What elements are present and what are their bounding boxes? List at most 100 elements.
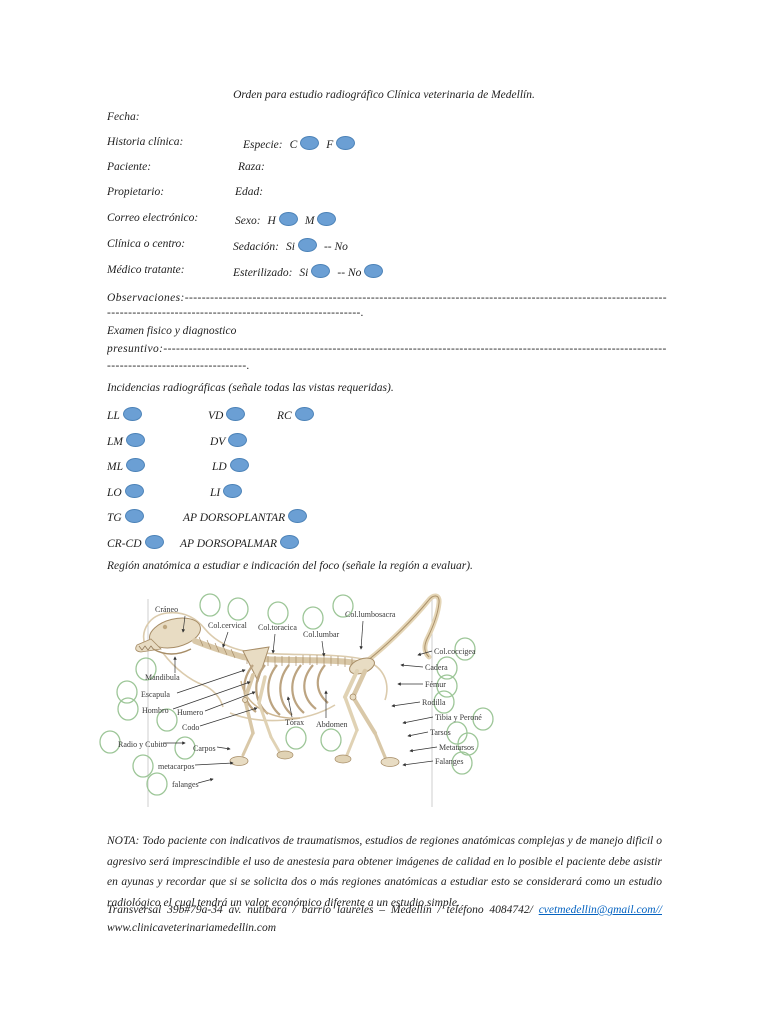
anatomy-label: Falanges xyxy=(435,757,463,766)
email-link[interactable]: cvetmedellin@gmail.com// xyxy=(538,904,662,916)
observaciones-line1: Observaciones:--------------------------… xyxy=(107,292,667,304)
region-circle[interactable] xyxy=(117,697,139,721)
anatomy-label-arrow xyxy=(176,669,246,694)
region-circle[interactable] xyxy=(320,728,342,752)
incidence-option: LL xyxy=(107,407,142,422)
footer-address: Transversal 39b#79a-34 av. nutibara / ba… xyxy=(107,904,539,916)
incidence-option: AP DORSOPLANTAR xyxy=(183,509,308,524)
incidence-oval-CR-CD[interactable] xyxy=(144,535,164,549)
incidence-row: ML LD xyxy=(0,458,768,476)
examen-heading-line1: Examen fisico y diagnostico xyxy=(107,325,237,337)
region-circle[interactable] xyxy=(267,601,289,625)
region-circle[interactable] xyxy=(99,730,121,754)
incidence-row: TG AP DORSOPLANTAR xyxy=(0,509,768,527)
incidence-oval-APDORSOPLANTAR[interactable] xyxy=(288,509,308,523)
region-circle[interactable] xyxy=(116,680,138,704)
incidence-oval-DV[interactable] xyxy=(228,433,248,447)
region-circle[interactable] xyxy=(174,736,196,760)
nota-paragraph: NOTA: Todo paciente con indicativos de t… xyxy=(107,835,662,909)
region-circle[interactable] xyxy=(454,637,476,661)
anatomy-label-arrow xyxy=(216,746,231,751)
incidence-oval-TG[interactable] xyxy=(124,509,144,523)
option-oval-Si[interactable] xyxy=(311,264,331,278)
anatomy-label: Radio y Cubito xyxy=(118,740,167,749)
incidence-oval-VD[interactable] xyxy=(226,407,246,421)
incidence-oval-APDORSOPALMAR[interactable] xyxy=(280,535,299,549)
option-oval-M[interactable] xyxy=(317,212,337,226)
incidence-oval-RC[interactable] xyxy=(294,407,314,421)
region-circle[interactable] xyxy=(135,657,157,681)
anatomy-label-arrow xyxy=(402,760,434,767)
option-oval-C[interactable] xyxy=(300,136,320,150)
incidence-oval-ML[interactable] xyxy=(125,458,145,472)
incidence-option: LD xyxy=(212,458,249,473)
field-label-right: Especie: C F xyxy=(243,136,356,151)
region-circle[interactable] xyxy=(285,726,307,750)
anatomy-label: Tórax xyxy=(285,718,304,727)
region-circle[interactable] xyxy=(132,754,154,778)
anatomy-label: Rodilla xyxy=(422,698,446,707)
option: -- No xyxy=(337,264,384,279)
examen-line2: presuntivo:-----------------------------… xyxy=(107,343,667,355)
region-circle[interactable] xyxy=(227,597,249,621)
incidence-oval-LL[interactable] xyxy=(122,407,142,421)
anatomy-label: Cráneo xyxy=(155,605,178,614)
incidence-row: LL VD RC xyxy=(0,407,768,425)
incidence-option: LI xyxy=(210,484,243,499)
incidence-option: AP DORSOPALMAR xyxy=(180,535,299,550)
anatomy-label: Col.toracica xyxy=(258,623,297,632)
incidence-option: DV xyxy=(210,433,248,448)
field-label-right: Edad: xyxy=(235,186,264,198)
region-circle[interactable] xyxy=(302,606,324,630)
anatomy-label-arrow xyxy=(359,620,364,650)
incidence-oval-LI[interactable] xyxy=(223,484,243,498)
region-heading: Región anatómica a estudiar e indicación… xyxy=(107,560,473,572)
option: -- No xyxy=(323,241,348,253)
incidence-row: LO LI xyxy=(0,484,768,502)
option-oval-H[interactable] xyxy=(278,212,298,226)
region-circle[interactable] xyxy=(156,708,178,732)
field-label: Fecha: xyxy=(107,111,140,123)
anatomy-label-arrow xyxy=(222,631,229,648)
anatomy-label: metacarpos xyxy=(158,762,194,771)
anatomy-label-arrow xyxy=(199,707,258,727)
anatomy-label-arrow xyxy=(181,615,186,633)
anatomy-label: Fémur xyxy=(425,680,446,689)
option: Si xyxy=(286,238,317,253)
region-circle[interactable] xyxy=(472,707,494,731)
incidence-option: RC xyxy=(277,407,314,422)
option-oval-Si[interactable] xyxy=(297,238,317,252)
option-oval-No[interactable] xyxy=(364,264,384,278)
field-label-right: Sedación: Si -- No xyxy=(233,238,348,253)
page-title: Orden para estudio radiográfico Clínica … xyxy=(233,89,535,101)
region-circle[interactable] xyxy=(451,751,473,775)
anatomy-label: Escapula xyxy=(141,690,170,699)
incidence-option: VD xyxy=(208,407,246,422)
anatomy-label-arrow xyxy=(417,650,433,656)
incidence-oval-LM[interactable] xyxy=(125,433,145,447)
footer: Transversal 39b#79a-34 av. nutibara / ba… xyxy=(107,902,662,937)
option: H xyxy=(268,212,298,227)
anatomy-label-arrow xyxy=(402,716,434,725)
region-circle[interactable] xyxy=(146,772,168,796)
region-circle[interactable] xyxy=(433,690,455,714)
anatomy-label-arrow xyxy=(391,701,421,708)
incidence-oval-LO[interactable] xyxy=(124,484,144,498)
anatomy-label: Abdomen xyxy=(316,720,348,729)
region-circle[interactable] xyxy=(436,674,458,698)
incidence-option: CR-CD xyxy=(107,535,164,550)
footer-website: www.clinicaveterinariamedellin.com xyxy=(107,921,277,934)
anatomy-label-arrow xyxy=(407,731,429,738)
field-label: Médico tratante: xyxy=(107,264,185,276)
region-circle[interactable] xyxy=(436,656,458,680)
anatomy-label: Col.cervical xyxy=(208,621,248,630)
anatomy-label-arrow xyxy=(400,663,424,668)
option-oval-F[interactable] xyxy=(336,136,356,150)
region-circle[interactable] xyxy=(199,593,221,617)
incidence-oval-LD[interactable] xyxy=(229,458,249,472)
anatomy-label-arrow xyxy=(409,746,438,753)
region-circle[interactable] xyxy=(332,594,354,618)
option: C xyxy=(290,136,320,151)
anatomy-label: falanges xyxy=(172,780,199,789)
